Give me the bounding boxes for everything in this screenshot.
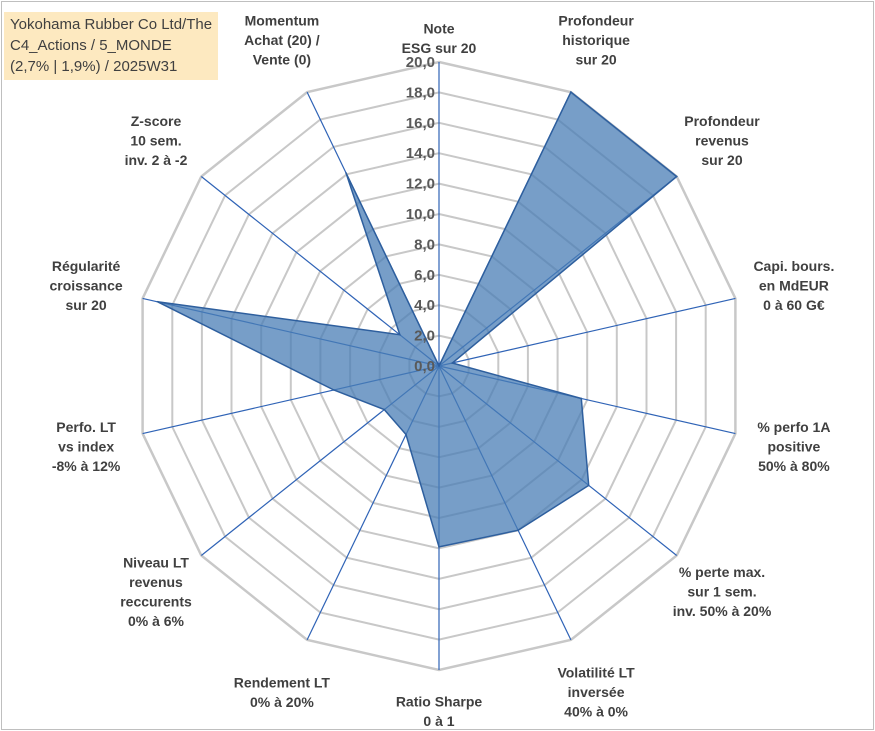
category-label-line: inv. 50% à 20% xyxy=(673,603,772,619)
category-label: Z-score 10 sem. inv. 2 à -2 xyxy=(125,113,188,168)
series-point xyxy=(405,433,407,436)
category-label-line: inv. 2 à -2 xyxy=(125,152,188,168)
category-label: % perte max. sur 1 sem. inv. 50% à 20% xyxy=(673,564,772,619)
category-label-line: Niveau LT xyxy=(123,555,189,571)
category-label: Régularité croissance sur 20 xyxy=(50,258,123,313)
category-label: Note ESG sur 20 xyxy=(402,20,477,56)
category-label-line: Note xyxy=(423,20,454,36)
radar-spoke xyxy=(438,297,736,367)
category-label-line: % perfo 1A xyxy=(757,419,830,435)
radial-tick-label: 4,0 xyxy=(414,297,435,314)
category-label-line: Profondeur xyxy=(558,12,634,28)
category-labels: Note ESG sur 20 Profondeur historique sur 20… xyxy=(50,12,835,729)
category-label-line: vs index xyxy=(58,439,114,455)
radar-series xyxy=(156,90,678,548)
series-point xyxy=(345,172,347,174)
chart-title-line: C4_Actions / 5_MONDE xyxy=(10,37,172,54)
category-label: Profondeur revenus sur 20 xyxy=(684,113,760,168)
category-label-line: -8% à 12% xyxy=(52,458,121,474)
series-point xyxy=(438,365,440,367)
radial-tick-label: 18,0 xyxy=(406,84,435,101)
category-label-line: Perfo. LT xyxy=(56,419,116,435)
category-label-line: sur 1 sem. xyxy=(687,584,756,600)
category-label-line: Ratio Sharpe xyxy=(396,693,483,709)
category-label-line: 40% à 0% xyxy=(564,704,628,720)
category-label-line: Z-score xyxy=(131,113,182,129)
category-label-line: positive xyxy=(767,439,820,455)
category-label-line: 0% à 6% xyxy=(128,613,185,629)
category-label-line: Rendement LT xyxy=(234,674,331,690)
radial-tick-label: 0,0 xyxy=(414,358,435,375)
category-label-line: revenus xyxy=(695,132,749,148)
category-label-line: 50% à 80% xyxy=(758,458,830,474)
chart-title-line: (2,7% | 1,9%) / 2025W31 xyxy=(10,58,178,75)
category-label: Ratio Sharpe 0 à 1 xyxy=(396,693,483,729)
category-label-line: croissance xyxy=(50,277,123,293)
radial-tick-label: 20,0 xyxy=(406,54,435,71)
category-label: Profondeur historique sur 20 xyxy=(558,12,634,67)
series-point xyxy=(333,389,335,391)
category-label-line: reccurents xyxy=(120,594,192,610)
radial-tick-label: 2,0 xyxy=(414,328,435,345)
category-label-line: ESG sur 20 xyxy=(402,40,477,56)
category-label-line: inversée xyxy=(568,684,625,700)
category-label-line: Profondeur xyxy=(684,113,760,129)
category-label: Capi. bours. en MdEUR 0 à 60 G€ xyxy=(753,258,834,313)
category-label-line: 0 à 1 xyxy=(423,713,454,729)
series-point xyxy=(383,408,386,411)
category-label-line: 0 à 60 G€ xyxy=(763,297,825,313)
category-label: % perfo 1A positive 50% à 80% xyxy=(757,419,830,474)
category-label-line: revenus xyxy=(129,574,183,590)
category-label-line: Achat (20) / xyxy=(244,32,320,48)
category-label: Momentum Achat (20) / Vente (0) xyxy=(244,12,320,67)
category-label-line: sur 20 xyxy=(575,51,616,67)
series-point xyxy=(399,333,401,336)
category-label-line: 10 sem. xyxy=(130,132,181,148)
radial-tick-label: 6,0 xyxy=(414,267,435,284)
radial-tick-label: 8,0 xyxy=(414,236,435,253)
series-point xyxy=(570,91,572,93)
category-label: Niveau LT revenus reccurents 0% à 6% xyxy=(120,555,192,630)
category-label: Volatilité LT inversée 40% à 0% xyxy=(557,665,635,720)
chart-title: Yokohama Rubber Co Ltd/The C4_Actions / … xyxy=(4,12,219,80)
series-point xyxy=(587,484,590,487)
radial-tick-labels: 0,0 2,0 4,0 6,0 8,0 10,0 12,0 14,0 16,0 18,0 20,0 xyxy=(406,54,435,375)
category-label: Perfo. LT vs index -8% à 12% xyxy=(52,419,121,474)
category-label-line: Régularité xyxy=(52,258,121,274)
category-label-line: historique xyxy=(562,32,630,48)
radial-tick-label: 12,0 xyxy=(406,176,435,193)
category-label-line: Vente (0) xyxy=(253,51,311,67)
radial-tick-label: 10,0 xyxy=(406,206,435,223)
category-label-line: Momentum xyxy=(245,12,320,28)
radial-tick-label: 16,0 xyxy=(406,115,435,132)
category-label-line: Volatilité LT xyxy=(557,665,635,681)
category-label-line: sur 20 xyxy=(65,297,106,313)
series-point xyxy=(438,546,440,548)
category-label-line: en MdEUR xyxy=(759,277,829,293)
category-label-line: Capi. bours. xyxy=(753,258,834,274)
category-label-line: % perte max. xyxy=(679,564,765,580)
series-point xyxy=(156,300,159,303)
series-point xyxy=(451,362,454,364)
radial-tick-label: 14,0 xyxy=(406,145,435,162)
chart-title-line: Yokohama Rubber Co Ltd/The xyxy=(10,16,213,33)
category-label-line: sur 20 xyxy=(701,152,742,168)
category-label-line: 0% à 20% xyxy=(250,694,314,710)
category-label: Rendement LT 0% à 20% xyxy=(234,674,331,710)
series-point xyxy=(517,529,519,532)
series-point xyxy=(675,175,678,178)
series-point xyxy=(580,397,583,400)
